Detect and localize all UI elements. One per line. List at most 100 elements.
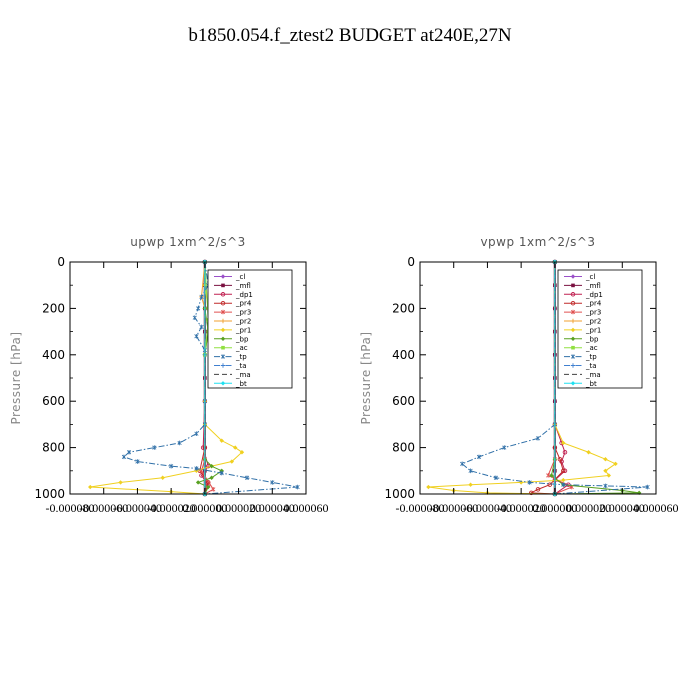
legend-label: _pr4 xyxy=(235,300,252,308)
data-point xyxy=(118,480,123,485)
data-point xyxy=(603,468,608,473)
data-point xyxy=(476,454,482,460)
y-axis-label: Pressure [hPa] xyxy=(359,331,373,424)
data-point xyxy=(192,315,197,320)
legend-marker xyxy=(221,345,225,350)
data-point xyxy=(603,483,608,489)
data-point xyxy=(195,480,201,485)
data-point xyxy=(209,475,214,480)
chart-panel-2: vpwp 1xm^2/s^3 Pressure [hPa] 0 200 400 600 80… xyxy=(359,235,679,515)
legend-marker xyxy=(570,354,576,359)
legend-label: _mfl xyxy=(235,282,251,290)
legend-label: _ac xyxy=(585,344,598,352)
legend-marker xyxy=(570,318,576,324)
data-point xyxy=(557,456,563,462)
legend-item-bt: _bt xyxy=(214,380,247,388)
data-point xyxy=(169,463,174,469)
data-point xyxy=(561,482,566,488)
legend: _cl_mfl_dp1_pr4_pr3_pr2_pr1_bp_ac_tp_ta_… xyxy=(207,269,293,389)
chart-panel-1: upwp 1xm^2/s^3 Pressure [hPa] 0 200 400 600 80… xyxy=(9,235,329,515)
data-point xyxy=(645,484,650,490)
legend-marker xyxy=(570,309,576,315)
y-tick-label: 1000 xyxy=(34,487,65,501)
legend: _cl_mfl_dp1_pr4_pr3_pr2_pr1_bp_ac_tp_ta_… xyxy=(557,269,643,389)
data-point xyxy=(160,475,165,480)
legend-item-bp: _bp xyxy=(564,335,599,343)
legend-item-pr3: _pr3 xyxy=(214,309,251,317)
legend-marker xyxy=(220,300,226,306)
data-point xyxy=(233,445,238,450)
data-point xyxy=(177,440,182,446)
data-point xyxy=(613,461,618,467)
data-point xyxy=(229,459,235,464)
data-point xyxy=(196,306,201,311)
legend-marker xyxy=(571,345,575,350)
legend-marker xyxy=(220,336,226,341)
x-tick-label: 0.000020 xyxy=(216,501,261,515)
legend-marker xyxy=(570,292,576,297)
legend-label: _pr3 xyxy=(235,309,251,317)
legend-item-cl: _cl xyxy=(564,273,595,281)
legend-marker xyxy=(570,274,576,279)
data-point xyxy=(546,473,551,478)
series-bp xyxy=(195,259,224,497)
legend-marker xyxy=(220,381,226,386)
legend-label: _bp xyxy=(235,335,249,343)
legend-marker xyxy=(220,274,226,279)
legend-label: _cl xyxy=(235,273,245,281)
data-point xyxy=(502,445,507,450)
data-point xyxy=(219,470,224,476)
chart-panels: upwp 1xm^2/s^3 Pressure [hPa] 0 200 400 600 80… xyxy=(9,235,679,515)
y-tick-label: 800 xyxy=(392,441,415,455)
data-point xyxy=(121,454,127,460)
panel-title: vpwp 1xm^2/s^3 xyxy=(480,235,595,249)
data-point xyxy=(211,487,216,492)
data-point xyxy=(468,482,473,487)
y-tick-label: 400 xyxy=(392,348,415,362)
y-tick-label: 0 xyxy=(407,255,415,269)
legend-item-pr1: _pr1 xyxy=(564,326,601,334)
legend-item-ac: _ac xyxy=(214,344,248,352)
panel-title: upwp 1xm^2/s^3 xyxy=(130,235,246,249)
x-tick-label: -0.000080 xyxy=(46,501,95,515)
data-point xyxy=(460,461,465,467)
data-point xyxy=(244,475,250,481)
x-tick-label: -0.000020 xyxy=(497,501,546,515)
data-point xyxy=(493,475,498,481)
data-point xyxy=(135,459,140,464)
legend-item-ta: _ta xyxy=(564,362,597,370)
data-point xyxy=(562,449,568,455)
legend-label: _ma xyxy=(235,371,251,379)
x-tick-label: -0.000020 xyxy=(147,501,196,515)
legend-marker xyxy=(571,283,575,288)
x-tick-label: -0.000040 xyxy=(463,501,512,515)
legend-label: _ma xyxy=(585,371,601,379)
legend-marker xyxy=(220,354,226,359)
legend-label: _bp xyxy=(585,335,599,343)
figure-title: b1850.054.f_ztest2 BUDGET at240E,27N xyxy=(188,25,511,46)
legend-label: _pr4 xyxy=(585,300,602,308)
y-tick-label: 800 xyxy=(42,441,65,455)
data-point xyxy=(518,480,524,485)
y-tick-label: 600 xyxy=(42,394,65,408)
legend-item-cl: _cl xyxy=(214,273,245,281)
data-point xyxy=(199,294,204,300)
x-tick-label: 0.000040 xyxy=(250,501,295,515)
legend-label: _pr3 xyxy=(585,309,601,317)
legend-label: _tp xyxy=(235,353,247,361)
legend-label: _pr1 xyxy=(235,326,251,334)
data-point xyxy=(206,484,211,490)
x-tick-label: 0.000040 xyxy=(600,501,645,515)
legend-label: _pr1 xyxy=(585,326,601,334)
data-point xyxy=(194,431,199,436)
legend-marker xyxy=(570,381,576,386)
legend-marker xyxy=(220,363,226,368)
legend-item-ma: _ma xyxy=(564,371,601,379)
legend-item-ta: _ta xyxy=(214,362,247,370)
data-point xyxy=(88,484,93,490)
legend-item-pr4: _pr4 xyxy=(214,300,252,308)
data-point xyxy=(426,484,431,490)
series-tp xyxy=(121,259,300,497)
legend-marker xyxy=(220,309,226,315)
